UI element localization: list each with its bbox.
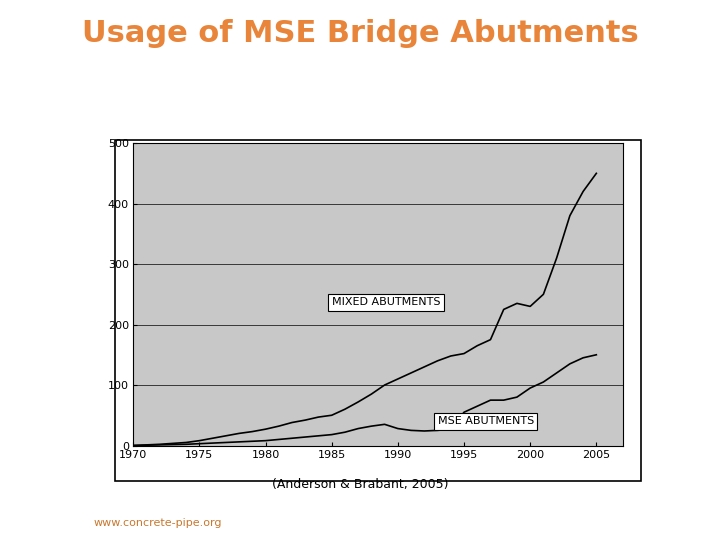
- Text: MIXED ABUTMENTS: MIXED ABUTMENTS: [332, 297, 440, 307]
- Text: Usage of MSE Bridge Abutments: Usage of MSE Bridge Abutments: [81, 19, 639, 48]
- Text: MSE ABUTMENTS: MSE ABUTMENTS: [438, 416, 534, 427]
- Text: (Anderson & Brabant, 2005): (Anderson & Brabant, 2005): [271, 478, 449, 491]
- Text: www.concrete-pipe.org: www.concrete-pipe.org: [94, 518, 222, 528]
